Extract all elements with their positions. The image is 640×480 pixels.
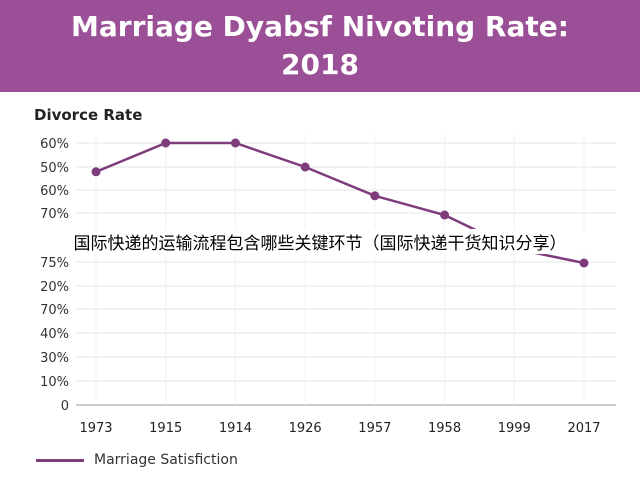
x-tick-label: 1957 — [358, 421, 391, 436]
x-tick-label: 1999 — [498, 421, 531, 436]
overlay-caption: 国际快递的运输流程包含哪些关键环节（国际快递干货知识分享） — [0, 229, 640, 254]
upper-y-tick-label: 70% — [40, 207, 69, 222]
lower-y-tick-label: 70% — [40, 303, 69, 318]
lower-y-tick-label: 40% — [40, 327, 69, 342]
page-subtitle-year: 2018 — [281, 48, 359, 81]
data-point — [230, 138, 240, 148]
x-tick-label: 1915 — [149, 421, 182, 436]
data-point — [300, 162, 310, 172]
data-point — [579, 258, 589, 268]
data-point — [91, 167, 101, 177]
x-tick-label: 1914 — [219, 421, 252, 436]
lower-y-tick-label: 10% — [40, 375, 69, 390]
title-banner: Marriage Dyabsf Nivoting Rate: 2018 — [0, 0, 640, 92]
legend: Marriage Satisfiction — [36, 452, 238, 468]
legend-swatch — [36, 458, 84, 462]
data-point — [440, 210, 450, 220]
x-tick-label: 2017 — [567, 421, 600, 436]
data-point — [161, 138, 171, 148]
legend-label: Marriage Satisfiction — [94, 452, 238, 468]
upper-y-tick-label: 60% — [40, 137, 69, 152]
chart-title: Divorce Rate — [34, 106, 143, 124]
lower-y-tick-label: 75% — [40, 256, 69, 271]
page-title: Marriage Dyabsf Nivoting Rate: — [71, 10, 569, 43]
x-tick-label: 1926 — [289, 421, 322, 436]
upper-y-tick-label: 60% — [40, 184, 69, 199]
lower-y-tick-label: 20% — [40, 280, 69, 295]
upper-y-tick-label: 50% — [40, 161, 69, 176]
lower-y-tick-label: 0 — [61, 399, 69, 414]
lower-y-tick-label: 30% — [40, 351, 69, 366]
x-tick-label: 1958 — [428, 421, 461, 436]
data-point — [370, 191, 380, 201]
x-tick-label: 1973 — [79, 421, 112, 436]
